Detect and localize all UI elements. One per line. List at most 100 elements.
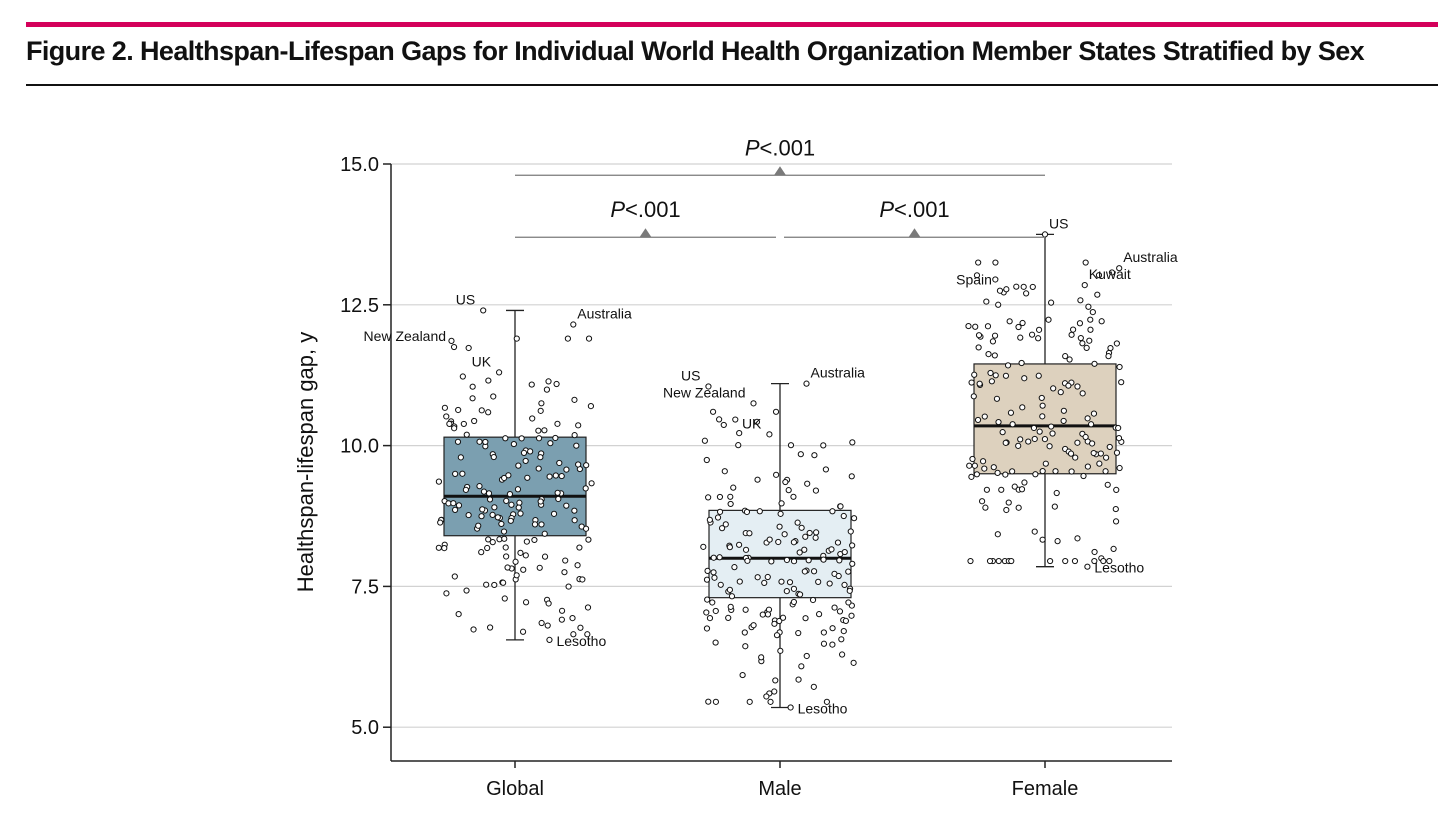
data-point (718, 525, 726, 532)
data-point (500, 579, 507, 586)
data-point (806, 529, 813, 537)
data-point (471, 417, 478, 425)
data-point (529, 415, 536, 422)
data-point (984, 323, 992, 330)
data-point (744, 557, 751, 564)
data-point (777, 510, 784, 517)
data-point (700, 543, 707, 550)
data-point (795, 676, 802, 683)
data-point (1049, 430, 1056, 437)
data-point (790, 598, 797, 606)
data-point (973, 471, 980, 478)
point-label: Spain (956, 272, 992, 288)
data-point (709, 599, 716, 606)
data-point (721, 468, 728, 475)
data-point (720, 421, 727, 429)
data-point (503, 553, 510, 560)
data-point (1009, 468, 1016, 475)
data-point (739, 671, 746, 679)
data-point (1006, 318, 1013, 325)
data-point (994, 469, 1001, 476)
data-point (741, 629, 748, 636)
data-point (987, 369, 994, 377)
data-point (717, 581, 724, 588)
data-point (813, 529, 820, 536)
labeled-point (1041, 231, 1049, 238)
data-point (541, 427, 548, 434)
data-point (828, 546, 835, 553)
data-point (1047, 557, 1054, 565)
data-point (754, 476, 761, 483)
data-point (502, 435, 509, 442)
data-point (1096, 460, 1103, 467)
data-point (494, 514, 501, 521)
data-point (704, 596, 711, 603)
data-point (1018, 359, 1025, 367)
figure-title: Figure 2. Healthspan-Lifespan Gaps for I… (26, 36, 1365, 66)
data-point (1041, 436, 1049, 443)
data-point (451, 425, 458, 432)
data-point (1052, 468, 1059, 475)
data-point (491, 504, 498, 511)
data-point (1015, 442, 1022, 449)
data-point (520, 566, 527, 573)
data-point (986, 557, 994, 565)
data-point (990, 464, 997, 471)
data-point (446, 420, 453, 427)
data-point (584, 631, 591, 638)
data-point (731, 564, 738, 571)
data-point (1054, 538, 1061, 545)
data-point (742, 606, 749, 613)
data-point (983, 298, 990, 305)
data-point (478, 407, 485, 414)
data-point (1102, 468, 1109, 475)
data-point (502, 544, 509, 551)
data-point (552, 434, 559, 442)
data-point (1017, 436, 1024, 443)
data-point (1003, 506, 1010, 514)
data-point (754, 574, 761, 581)
data-point (1074, 383, 1081, 390)
data-point (841, 581, 848, 588)
data-point (979, 458, 987, 465)
data-point (975, 259, 982, 266)
data-point (1023, 290, 1030, 297)
data-point (1086, 337, 1093, 344)
data-point (558, 607, 566, 614)
labeled-point (1116, 265, 1123, 272)
p-symbol: P (610, 197, 625, 222)
data-point (1053, 489, 1060, 497)
data-point (547, 440, 554, 447)
data-point (452, 506, 459, 514)
data-point (501, 474, 508, 482)
data-point (1018, 486, 1026, 493)
data-point (1094, 291, 1101, 298)
data-point (1050, 385, 1057, 392)
data-point (544, 622, 551, 629)
data-point (522, 599, 530, 606)
data-point (587, 403, 595, 410)
data-point (967, 557, 974, 565)
data-point (563, 466, 570, 473)
data-point (822, 466, 830, 473)
data-point (1116, 363, 1123, 371)
data-point (1066, 356, 1073, 363)
labeled-point (705, 383, 712, 390)
p-symbol: P (745, 135, 760, 160)
point-label: US (1049, 215, 1068, 231)
data-point (742, 643, 749, 650)
data-point (820, 640, 828, 647)
data-point (1025, 438, 1032, 445)
data-point (1039, 467, 1046, 475)
data-point (1009, 421, 1016, 428)
data-point (443, 590, 450, 597)
data-point (1104, 481, 1111, 488)
data-point (776, 617, 783, 625)
data-point (484, 544, 491, 552)
data-point (1036, 428, 1043, 435)
data-point (1083, 344, 1090, 352)
data-point (809, 596, 817, 604)
data-point (1082, 259, 1089, 266)
data-point (710, 554, 717, 561)
